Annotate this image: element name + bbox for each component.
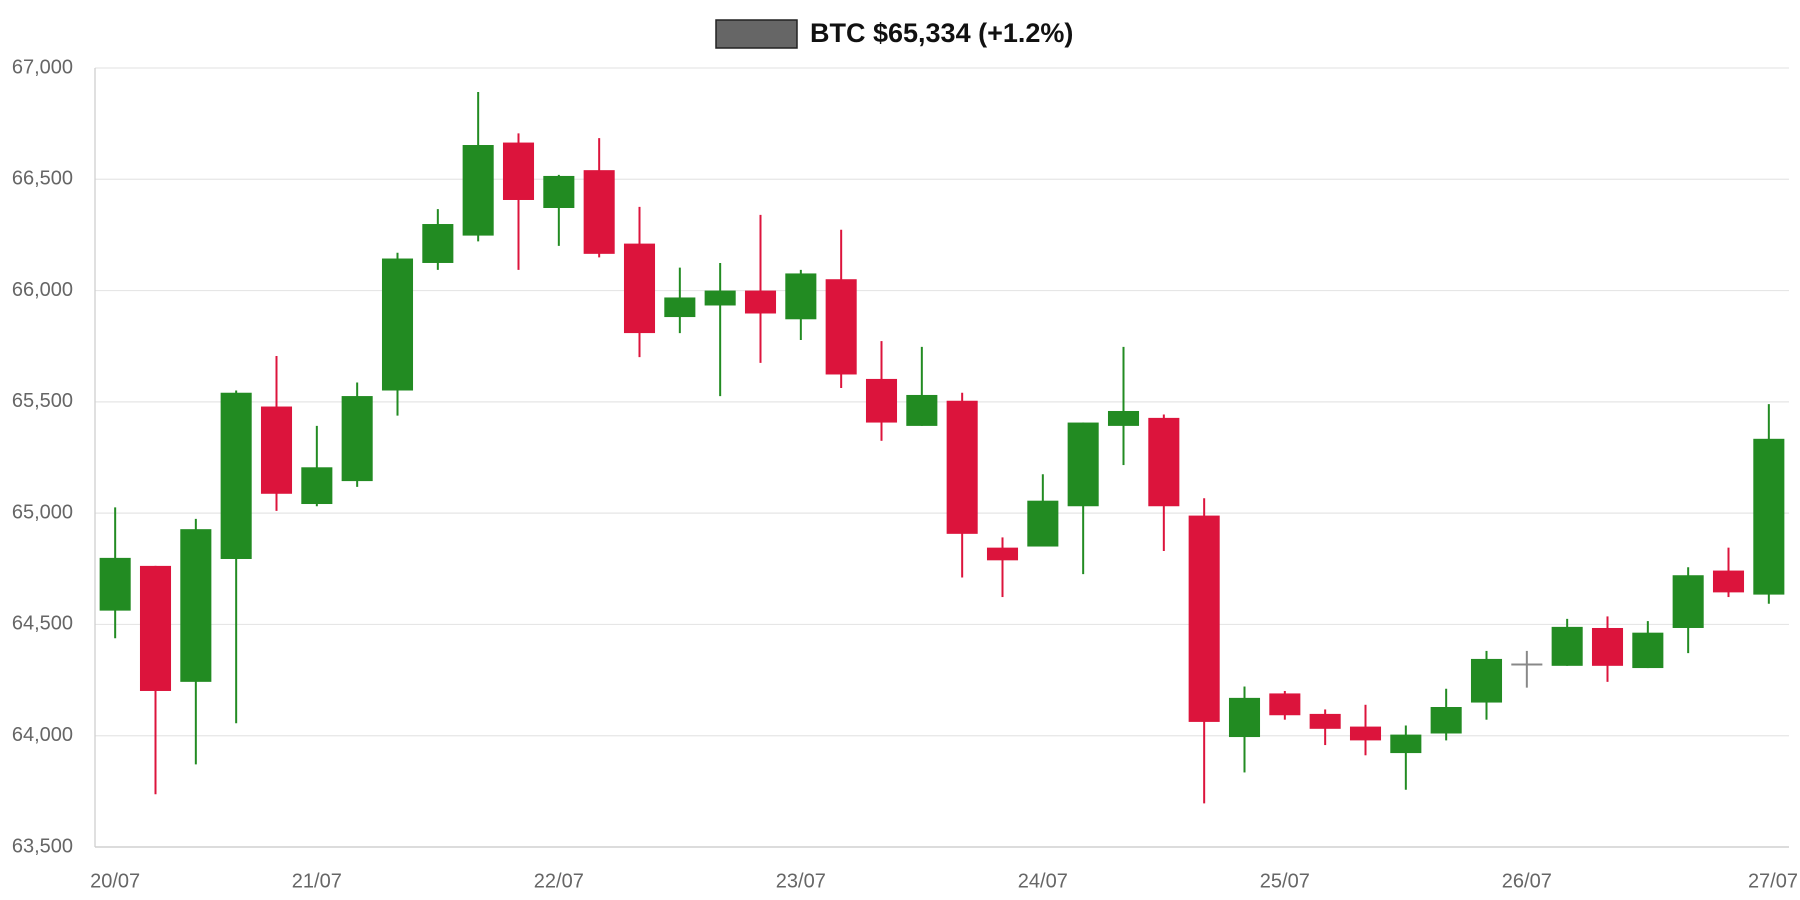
candle-body [1027, 500, 1059, 547]
y-tick-label: 67,000 [12, 56, 73, 78]
candle-body [1712, 570, 1745, 593]
candle-body [220, 392, 252, 559]
candle-body [1309, 713, 1341, 729]
candle-body [1470, 658, 1503, 703]
candle-body [1349, 726, 1382, 741]
candle-body [825, 279, 857, 375]
candle-body [422, 224, 454, 263]
legend-swatch [715, 19, 798, 49]
candle-body [1672, 575, 1704, 628]
x-tick-label: 23/07 [776, 870, 826, 892]
candle-body [1148, 417, 1180, 507]
y-tick-label: 64,000 [12, 724, 73, 746]
x-tick-label: 26/07 [1502, 870, 1552, 892]
candle-body [744, 290, 777, 314]
x-tick-label: 21/07 [292, 870, 342, 892]
y-tick-label: 65,000 [12, 501, 73, 523]
x-tick-label: 22/07 [534, 870, 584, 892]
candle-body [341, 396, 373, 482]
candle-body [1188, 515, 1220, 722]
candle-body [664, 297, 696, 318]
candle-body [1269, 693, 1301, 716]
candle-body [462, 145, 494, 236]
candle-body [946, 400, 978, 534]
candle-body [1430, 707, 1462, 734]
candle-body [99, 557, 131, 611]
x-tick-label: 24/07 [1018, 870, 1068, 892]
candle-body [1228, 697, 1261, 738]
candle-body [1107, 410, 1140, 426]
candle-body [260, 406, 293, 494]
candle-body [623, 243, 656, 334]
y-tick-label: 64,500 [12, 613, 73, 635]
candle-body [906, 394, 938, 426]
x-tick-label: 25/07 [1260, 870, 1310, 892]
candle-body [543, 175, 575, 208]
candle-body [1632, 632, 1664, 669]
candle-body [502, 142, 535, 200]
candle-body [381, 258, 414, 391]
candle-body [1753, 438, 1785, 595]
candle-body [1591, 627, 1624, 666]
candle-body [583, 170, 615, 254]
candle-body [139, 565, 172, 691]
x-tick-label: 27/07 [1748, 870, 1798, 892]
x-tick-label: 20/07 [90, 870, 140, 892]
y-tick-label: 63,500 [12, 835, 73, 857]
y-tick-label: 66,000 [12, 279, 73, 301]
candle-body [180, 529, 212, 682]
candle-body [785, 273, 817, 320]
y-tick-label: 65,500 [12, 390, 73, 412]
legend-label: BTC $65,334 (+1.2%) [810, 18, 1073, 48]
candle-body [301, 467, 333, 505]
candle-body [1390, 734, 1422, 754]
candle-body [865, 378, 898, 423]
candle-body [704, 290, 736, 306]
candle-body [986, 547, 1019, 561]
candle-body [1551, 626, 1583, 666]
candle-body [1067, 422, 1099, 507]
y-tick-label: 66,500 [12, 168, 73, 190]
